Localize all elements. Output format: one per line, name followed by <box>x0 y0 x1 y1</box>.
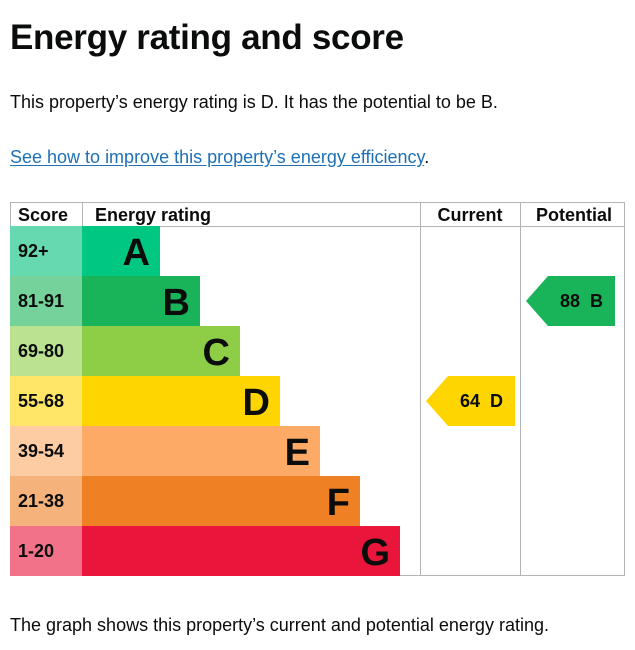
rating-letter-d: D <box>243 382 270 424</box>
improve-efficiency-link[interactable]: See how to improve this property’s energ… <box>10 147 425 167</box>
score-range-d: 55-68 <box>18 391 64 411</box>
score-cell-c <box>10 326 82 376</box>
score-range-b: 81-91 <box>18 291 64 311</box>
rating-summary: This property’s energy rating is D. It h… <box>10 92 498 112</box>
potential-rating-label: 88 B <box>560 291 603 311</box>
rating-letter-c: C <box>203 332 230 374</box>
score-range-c: 69-80 <box>18 341 64 361</box>
score-cell-g <box>10 526 82 576</box>
page-title: Energy rating and score <box>10 18 404 57</box>
rating-letter-f: F <box>327 482 350 524</box>
rating-letter-e: E <box>285 432 310 474</box>
chart-caption: The graph shows this property’s current … <box>10 615 549 635</box>
score-cell-d <box>10 376 82 426</box>
score-range-e: 39-54 <box>18 441 64 461</box>
rating-letter-a: A <box>123 232 150 274</box>
header-potential: Potential <box>536 205 612 225</box>
score-range-f: 21-38 <box>18 491 64 511</box>
rating-letter-g: G <box>360 532 390 574</box>
current-rating-arrow <box>426 376 515 426</box>
header-energy-rating: Energy rating <box>95 205 211 225</box>
improve-link-line: See how to improve this property’s energ… <box>10 147 429 168</box>
rating-bar-c <box>82 326 240 376</box>
rating-bar-g <box>82 526 400 576</box>
rating-bar-e <box>82 426 320 476</box>
header-current: Current <box>437 205 502 225</box>
score-cell-b <box>10 276 82 326</box>
score-cell-f <box>10 476 82 526</box>
rating-bar-f <box>82 476 360 526</box>
rating-bar-b <box>82 276 200 326</box>
score-range-a: 92+ <box>18 241 49 261</box>
rating-bar-a <box>82 226 160 276</box>
score-cell-e <box>10 426 82 476</box>
score-range-g: 1-20 <box>18 541 54 561</box>
rating-bar-d <box>82 376 280 426</box>
rating-letter-b: B <box>163 282 190 324</box>
header-score: Score <box>18 205 68 225</box>
score-cell-a <box>10 226 82 276</box>
link-period: . <box>424 147 430 167</box>
potential-rating-arrow <box>526 276 615 326</box>
current-rating-label: 64 D <box>460 391 503 411</box>
